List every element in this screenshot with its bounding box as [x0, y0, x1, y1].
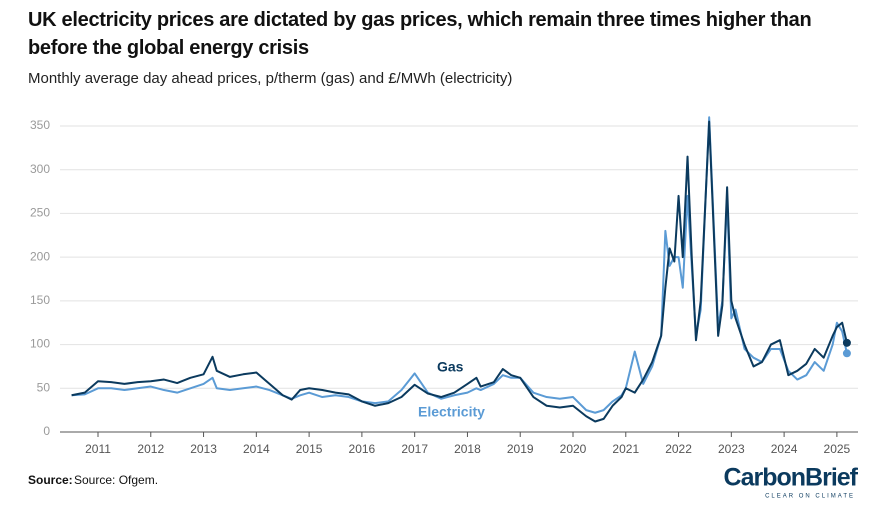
series-label: Gas [437, 359, 464, 375]
x-tick-label: 2011 [85, 442, 111, 456]
x-tick-label: 2017 [401, 442, 428, 456]
x-tick-label: 2023 [718, 442, 745, 456]
source-label: Source: [28, 473, 73, 487]
x-tick-label: 2025 [824, 442, 851, 456]
x-tick-label: 2019 [507, 442, 534, 456]
line-1 [71, 120, 848, 423]
x-tick-label: 2020 [560, 442, 587, 456]
source: Source: Ofgem. [74, 473, 158, 487]
x-tick-label: 2013 [190, 442, 217, 456]
y-tick-label: 100 [30, 337, 50, 351]
y-tick-label: 300 [30, 162, 50, 176]
x-tick-label: 2015 [296, 442, 323, 456]
y-tick-label: 50 [37, 380, 51, 394]
y-tick-label: 350 [30, 118, 50, 132]
series-label: Electricity [418, 404, 485, 420]
end-dot [842, 349, 851, 358]
x-tick-label: 2014 [243, 442, 270, 456]
y-tick-label: 200 [30, 249, 50, 263]
chart-subtitle: Monthly average day ahead prices, p/ther… [28, 70, 512, 87]
x-tick-label: 2016 [349, 442, 376, 456]
y-tick-label: 250 [30, 206, 50, 220]
y-tick-label: 0 [43, 424, 50, 438]
x-tick-label: 2018 [454, 442, 481, 456]
x-tick-label: 2021 [612, 442, 639, 456]
y-tick-label: 150 [30, 293, 50, 307]
x-tick-label: 2012 [137, 442, 164, 456]
x-tick-label: 2024 [771, 442, 798, 456]
end-dot [842, 338, 851, 347]
title-box: UK electricity prices are dictated by ga… [28, 9, 812, 59]
logo: CarbonBrief [724, 464, 859, 492]
logo-tagline: CLEAR ON CLIMATE [765, 494, 855, 500]
x-tick-label: 2022 [665, 442, 692, 456]
chart-title: UK electricity prices are dictated by ga… [28, 9, 812, 59]
